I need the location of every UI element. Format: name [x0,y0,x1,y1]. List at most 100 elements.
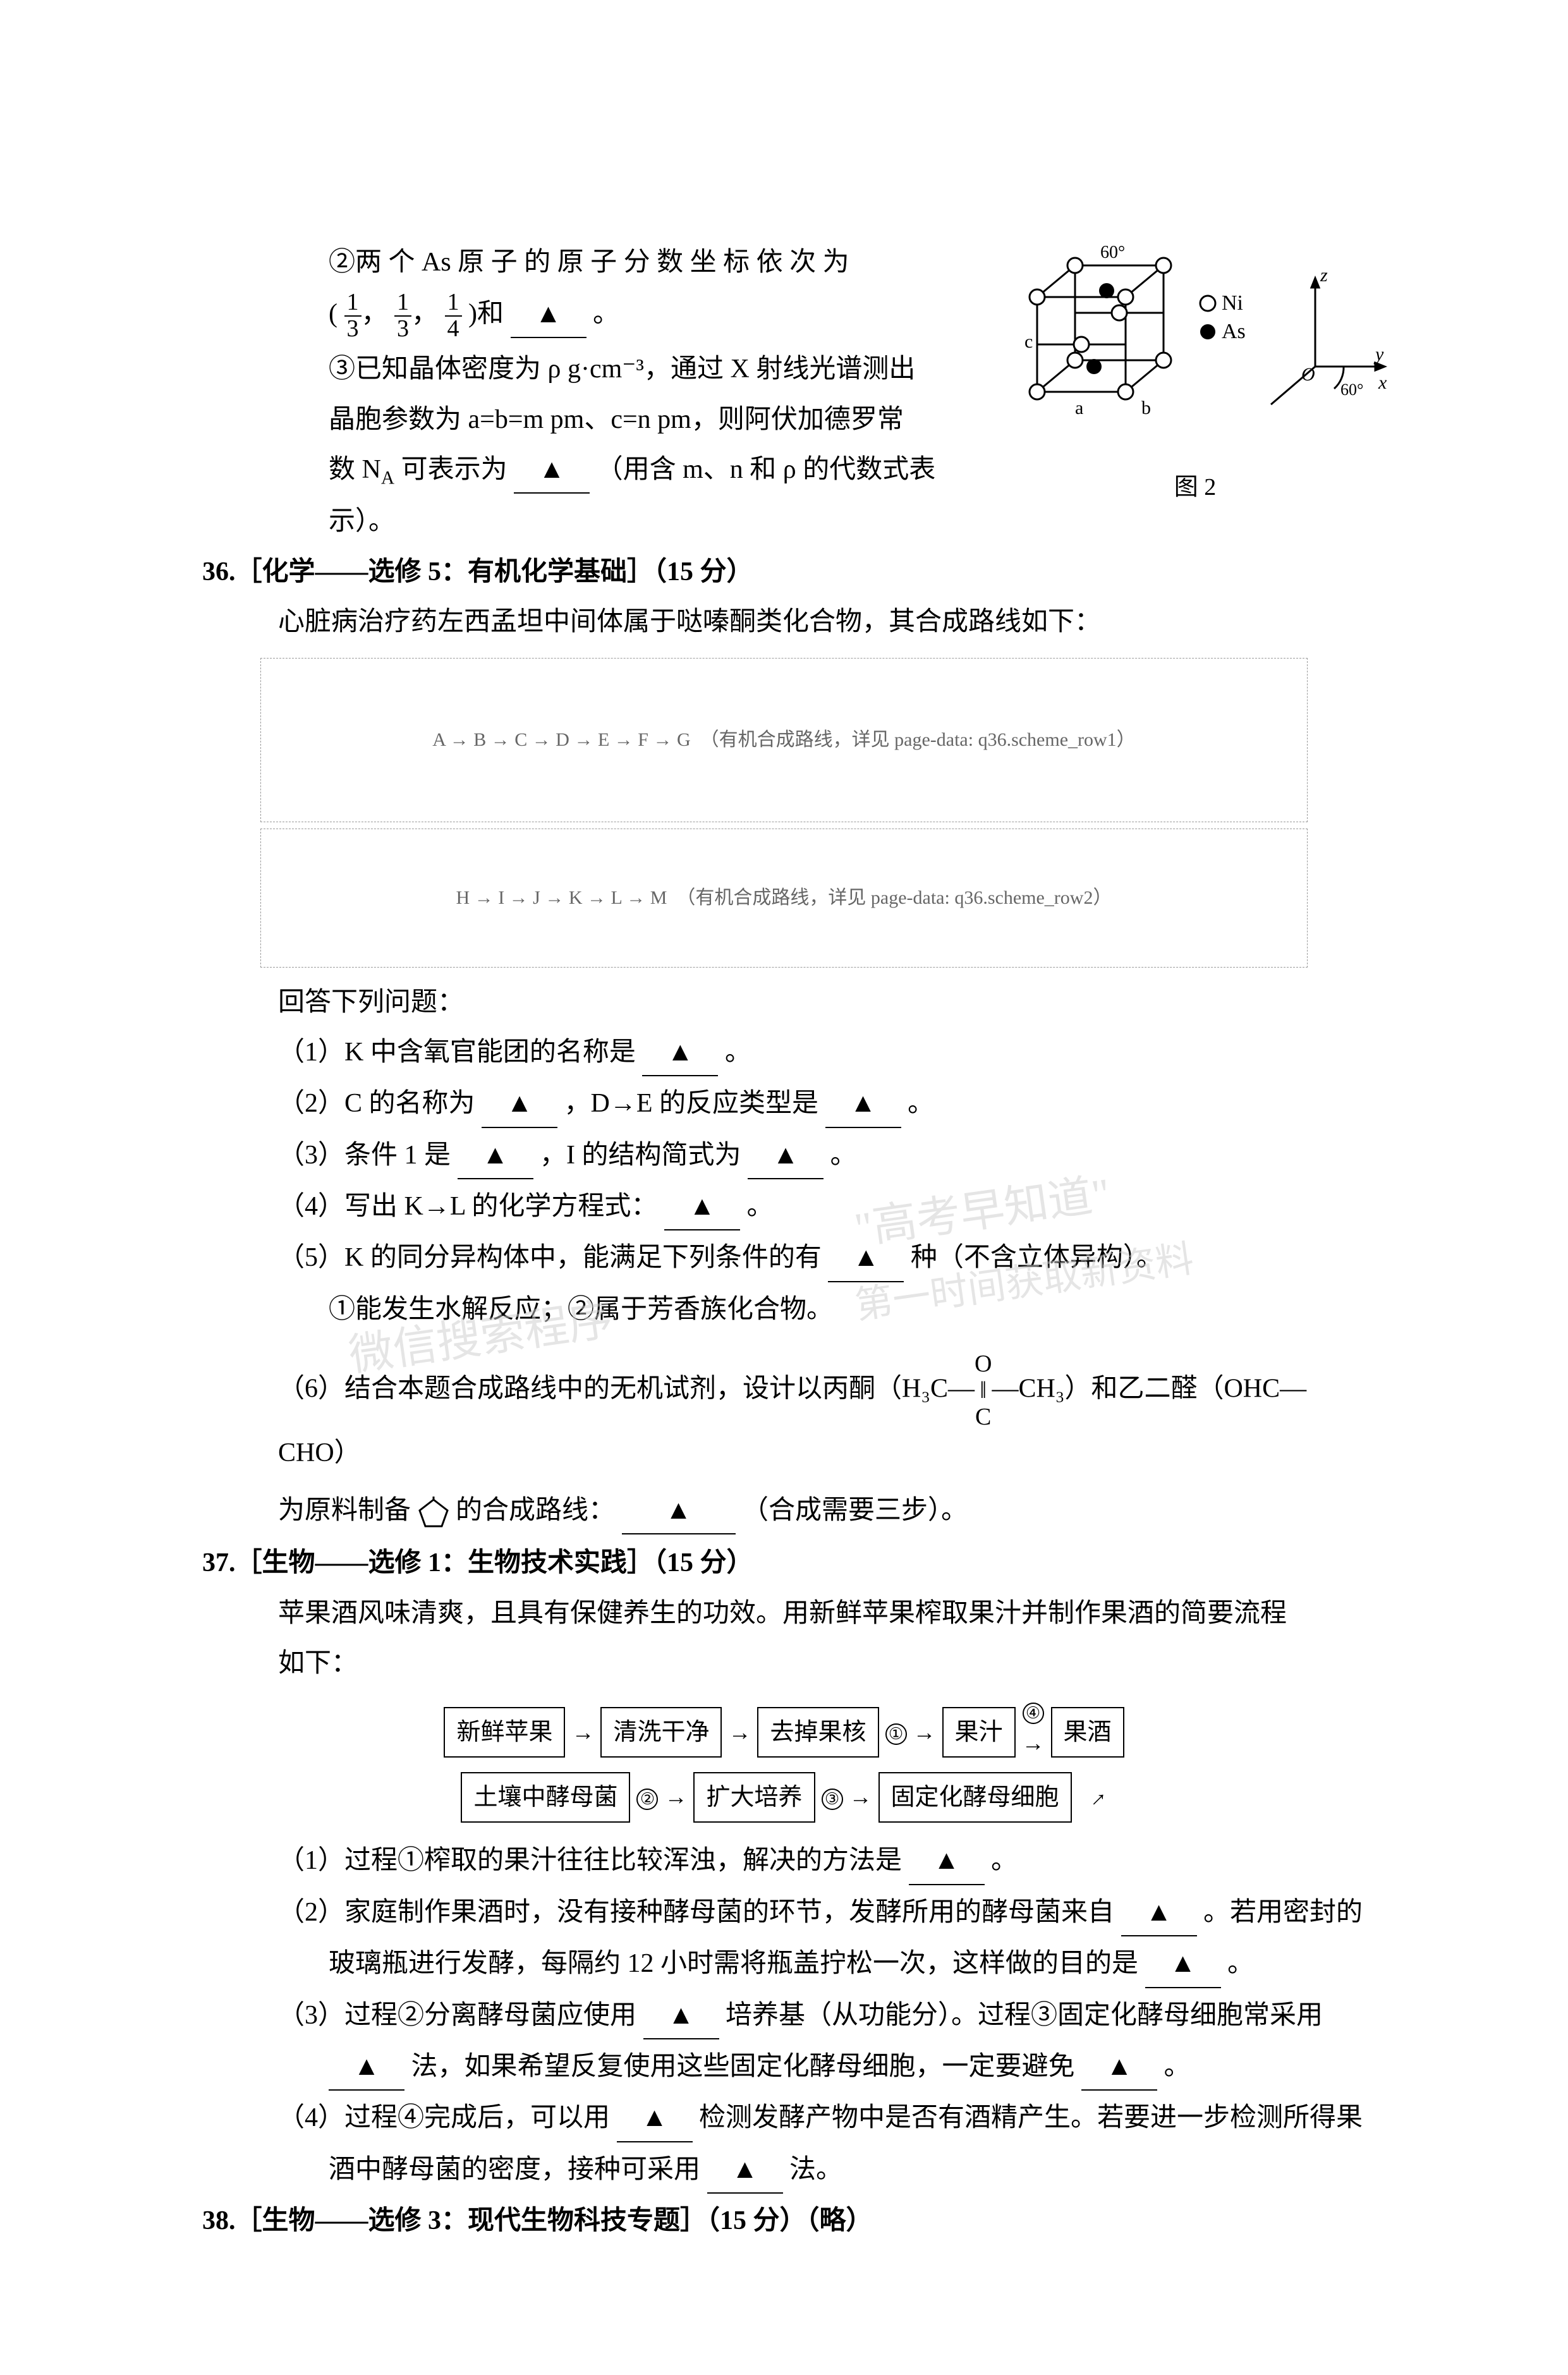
step-1-label: ① [885,1712,907,1753]
flow-box-juice: 果汁 [942,1707,1016,1758]
q36-sub2b: ，D→E 的反应类型是 [564,1089,819,1118]
pre-item3-l4: 示）。 [329,499,999,544]
blank-36-3b: ▲ [748,1133,824,1179]
flow-box-soil-yeast: 土壤中酵母菌 [461,1772,630,1823]
flow-row-2: 土壤中酵母菌 ② → 扩大培养 ③ → 固定化酵母细胞 → [461,1772,1107,1823]
q37-sub4d: 法。 [789,2155,842,2184]
q36-sub6c: 为原料制备 [278,1496,411,1525]
figure-2-caption: 图 2 [999,467,1391,508]
q37-sub4b: 检测发酵产物中是否有酒精产生。若要进一步检测所得果 [699,2103,1363,2132]
na-mid: 可表示为 [401,455,507,484]
reaction-scheme-row1: A → B → C → D → E → F → G （有机合成路线，详见 pag… [260,658,1308,822]
q36-sub1-text: （1）K 中含氧官能团的名称是 [278,1038,636,1067]
na-tail: （用含 m、n 和 ρ 的代数式表 [597,455,936,484]
q37-sub1-text: （1）过程①榨取的果汁往往比较浑浊，解决的方法是 [278,1846,902,1875]
q37-header: 37.［生物——选修 1：生物技术实践］（15 分） [202,1541,1366,1586]
step-2-label: ② [636,1777,658,1818]
q37-sub2-l1: （2）家庭制作果酒时，没有接种酵母菌的环节，发酵所用的酵母菌来自 ▲ 。若用密封… [278,1890,1366,1936]
step-4-label: ④ [1023,1703,1044,1724]
blank-37-3c: ▲ [1081,2044,1157,2091]
q36-sub6-line2: 为原料制备 的合成路线： ▲ （合成需要三步）。 [278,1488,1366,1534]
blank-37-3a: ▲ [643,1993,719,2039]
flow-box-core: 去掉果核 [757,1707,878,1758]
axis-z: z [1320,265,1328,286]
na-sub: A [381,468,394,488]
q36-sub1: （1）K 中含氧官能团的名称是 ▲ 。 [278,1030,1366,1076]
q36-sub4: （4）写出 K→L 的化学方程式： ▲ 。 [278,1184,1366,1230]
step-3-label: ③ [822,1777,843,1818]
q36-sub5: （5）K 的同分异构体中，能满足下列条件的有 ▲ 种（不含立体异构）。 [278,1236,1366,1282]
pre-item3-l3: 数 NA 可表示为 ▲ （用含 m、n 和 ρ 的代数式表 [329,447,999,494]
q36-sub6a: （6）结合本题合成路线中的无机试剂，设计以丙酮（H₃C— [278,1375,975,1404]
frac-1: 13 [344,290,362,342]
q36-sub6-line1: （6）结合本题合成路线中的无机试剂，设计以丙酮（H₃C—O‖C—CH₃）和乙二醛… [278,1351,1366,1476]
q36-header: 36.［化学——选修 5：有机化学基础］（15 分） [202,550,1366,595]
acetone-structure: O‖C [975,1351,992,1430]
exam-page: c a b 60° Ni As z y x 60° O 图 2 [0,0,1568,2375]
p2: 。 [908,1089,934,1118]
flow-row-1: 新鲜苹果 → 清洗干净 → 去掉果核 ① → 果汁 ④ → 果酒 [444,1703,1124,1763]
blank-37-2b: ▲ [1145,1941,1221,1988]
p1: 。 [725,1038,751,1067]
blank-36-3a: ▲ [458,1133,533,1179]
arrow: → [1022,1724,1045,1763]
q38-header: 38.［生物——选修 3：现代生物科技专题］（15 分）（略） [202,2199,1366,2244]
paren-close-and: )和 [468,300,504,329]
cell-label-a: a [1075,398,1083,418]
blank-37-1: ▲ [909,1838,985,1885]
q36-sub4-text: （4）写出 K→L 的化学方程式： [278,1192,657,1221]
step-4-wrap: ④ → [1022,1703,1045,1763]
p4: 。 [746,1192,773,1221]
blank-coord: ▲ [511,292,586,338]
axis-y: y [1373,344,1384,365]
arrow: → [664,1778,687,1816]
legend-as: As [1222,320,1246,343]
pre-item2-text: ②两 个 As 原 子 的 原 子 分 数 坐 标 依 次 为 [329,240,999,285]
blank-37-3b: ▲ [329,2044,404,2091]
q37-sub3a: （3）过程②分离酵母菌应使用 [278,2001,636,2030]
crystal-cell-diagram: c a b 60° Ni As z y x 60° O [999,240,1391,449]
legend-ni: Ni [1222,291,1243,315]
reaction-scheme-row2: H → I → J → K → L → M （有机合成路线，详见 page-da… [260,829,1308,968]
q37-sub1: （1）过程①榨取的果汁往往比较浑浊，解决的方法是 ▲ 。 [278,1838,1366,1885]
q36-answer-header: 回答下列问题： [278,980,1366,1025]
frac-3: 14 [445,290,462,342]
blank-36-6: ▲ [622,1488,736,1534]
cyclopentadienone-icon [418,1497,449,1528]
period: 。 [593,300,619,329]
figure-2: c a b 60° Ni As z y x 60° O 图 2 [999,240,1391,480]
q37-sub3-l1: （3）过程②分离酵母菌应使用 ▲ 培养基（从功能分）。过程③固定化酵母细胞常采用 [278,1993,1366,2039]
q36-sub5-cond: ①能发生水解反应；②属于芳香族化合物。 [329,1287,1366,1332]
q36-sub6d: 的合成路线： [456,1496,615,1525]
axis-x: x [1378,372,1387,393]
cell-top-angle: 60° [1100,243,1125,262]
axis-origin: O [1301,364,1315,385]
q37-sub4-l2: 酒中酵母菌的密度，接种可采用 ▲ 法。 [329,2147,1366,2194]
flow-box-wine: 果酒 [1051,1707,1124,1758]
arrow: → [571,1713,594,1752]
frac-2: 13 [394,290,411,342]
blank-36-4: ▲ [664,1184,740,1230]
p371: 。 [991,1846,1018,1875]
paren-open: ( [329,300,337,329]
arrow: → [913,1713,936,1752]
q37-sub3b: 培养基（从功能分）。过程③固定化酵母细胞常采用 [726,2001,1323,2030]
q37-sub2c: 玻璃瓶进行发酵，每隔约 12 小时需将瓶盖拧松一次，这样做的目的是 [329,1949,1138,1978]
flow-box-expand: 扩大培养 [693,1772,815,1823]
arrow: → [849,1778,872,1816]
blank-na: ▲ [514,447,590,494]
q37-sub4c: 酒中酵母菌的密度，接种可采用 [329,2155,700,2184]
q36-sub3: （3）条件 1 是 ▲ ，I 的结构简式为 ▲ 。 [278,1133,1366,1179]
cell-label-b: b [1141,398,1151,418]
arrow: → [728,1713,751,1752]
q37-sub4a: （4）过程④完成后，可以用 [278,2103,610,2132]
cell-label-c: c [1024,331,1033,352]
blank-36-1: ▲ [642,1030,718,1076]
blank-37-2a: ▲ [1121,1890,1197,1936]
blank-37-4b: ▲ [707,2147,783,2194]
q37-sub2-l2: 玻璃瓶进行发酵，每隔约 12 小时需将瓶盖拧松一次，这样做的目的是 ▲ 。 [329,1941,1366,1988]
axis-angle: 60° [1340,380,1363,399]
q37-flowchart: 新鲜苹果 → 清洗干净 → 去掉果核 ① → 果汁 ④ → 果酒 土壤中酵母菌 … [202,1703,1366,1823]
pre-item3-l1: ③已知晶体密度为 ρ g·cm⁻³，通过 X 射线光谱测出 [329,347,999,392]
q36-sub6e: （合成需要三步）。 [742,1496,968,1525]
